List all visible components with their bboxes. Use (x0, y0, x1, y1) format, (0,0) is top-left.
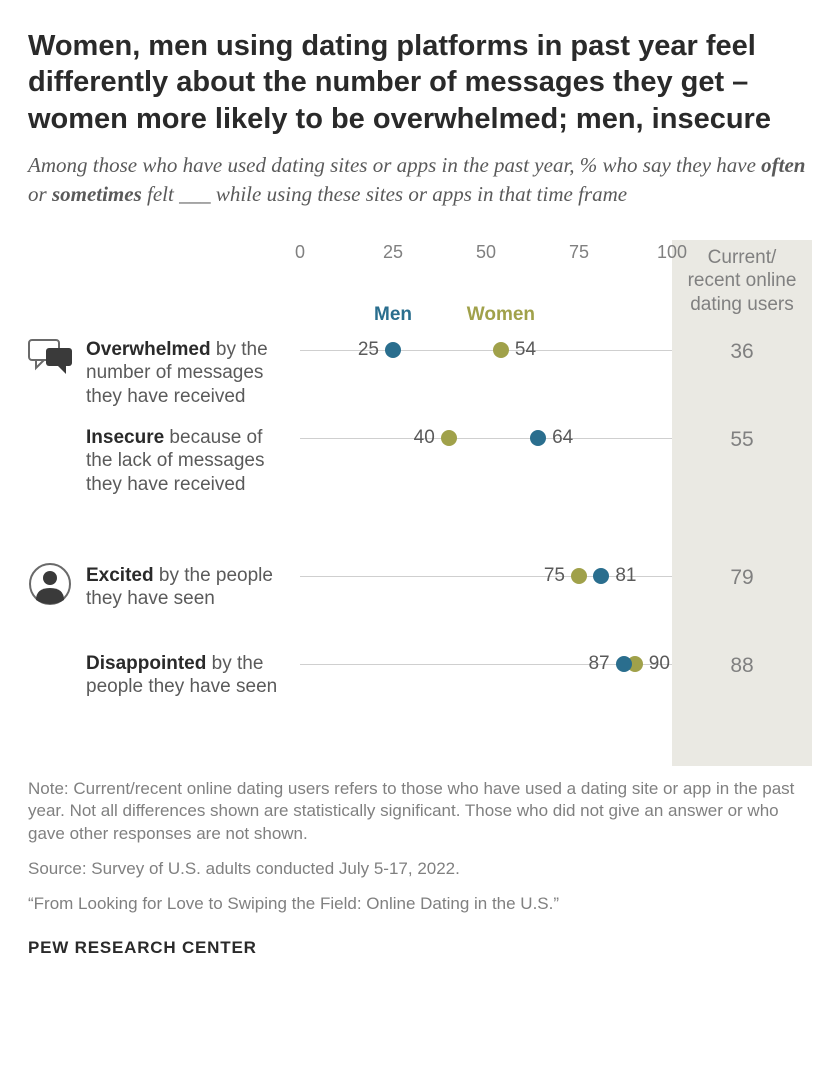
attribution: PEW RESEARCH CENTER (28, 938, 812, 958)
total-value: 55 (672, 420, 812, 452)
dot-plot-row: 40 64 (300, 420, 672, 508)
men-value-label: 25 (358, 339, 379, 361)
dot-plot-row: 90 87 (300, 646, 672, 734)
footnote: Note: Current/recent online dating users… (28, 778, 812, 847)
subtitle-post: felt ___ while using these sites or apps… (142, 182, 627, 206)
source-line: Source: Survey of U.S. adults conducted … (28, 858, 812, 881)
women-value-label: 90 (649, 653, 670, 675)
chart-title: Women, men using dating platforms in pas… (28, 28, 812, 137)
women-value-label: 54 (515, 339, 536, 361)
men-dot (530, 430, 546, 446)
men-value-label: 81 (615, 565, 636, 587)
men-dot (593, 568, 609, 584)
row-label: Excited by the people they have seen (86, 558, 300, 612)
women-dot (441, 430, 457, 446)
report-title: “From Looking for Love to Swiping the Fi… (28, 893, 812, 916)
men-value-label: 87 (588, 653, 609, 675)
totals-column: Current/ recent online dating users 36 5… (672, 240, 812, 766)
total-value: 36 (672, 332, 812, 364)
women-value-label: 75 (544, 565, 565, 587)
row-label: Insecure because of the lack of messages… (86, 420, 300, 497)
women-dot (571, 568, 587, 584)
totals-header: Current/ recent online dating users (672, 240, 812, 327)
women-value-label: 40 (414, 427, 435, 449)
dot-plot-row: 54 25 (300, 332, 672, 420)
men-dot (385, 342, 401, 358)
person-circle-icon (28, 562, 72, 611)
row-label: Overwhelmed by the number of messages th… (86, 332, 300, 409)
axis-tick: 50 (476, 242, 496, 263)
axis-tick: 75 (569, 242, 589, 263)
plot-track (300, 350, 672, 351)
plot-column: Men Women 54 25 40 64 75 81 90 87 0255075100 (300, 240, 672, 766)
chart-area: Overwhelmed by the number of messages th… (28, 240, 812, 766)
total-value: 79 (672, 558, 812, 590)
legend-men: Men (374, 304, 412, 326)
speech-bubbles-icon (28, 336, 74, 381)
plot-track (300, 438, 672, 439)
women-dot (493, 342, 509, 358)
label-column: Overwhelmed by the number of messages th… (86, 240, 300, 766)
men-dot (616, 656, 632, 672)
axis-tick: 25 (383, 242, 403, 263)
legend-women: Women (467, 304, 535, 326)
chart-subtitle: Among those who have used dating sites o… (28, 151, 812, 210)
icon-column (28, 240, 86, 766)
dot-plot-row: 75 81 (300, 558, 672, 646)
subtitle-pre: Among those who have used dating sites o… (28, 153, 761, 177)
axis-tick: 0 (295, 242, 305, 263)
men-value-label: 64 (552, 427, 573, 449)
subtitle-mid: or (28, 182, 52, 206)
subtitle-bold-2: sometimes (52, 182, 142, 206)
row-label: Disappointed by the people they have see… (86, 646, 300, 700)
x-axis: 0255075100 (300, 734, 672, 766)
total-value: 88 (672, 646, 812, 678)
subtitle-bold-1: often (761, 153, 805, 177)
